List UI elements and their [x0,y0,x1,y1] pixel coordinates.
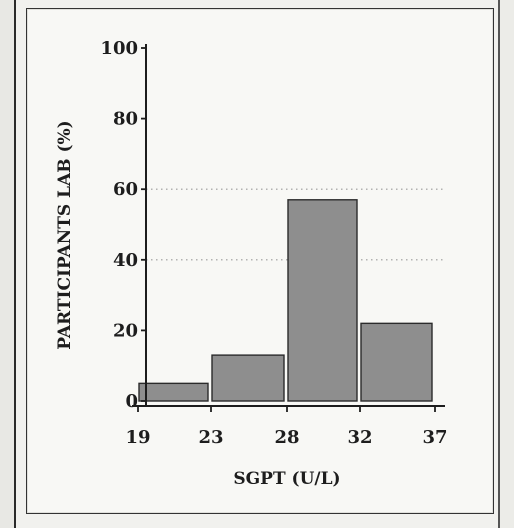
bar-28-32 [287,199,358,402]
y-axis-title: PARTICIPANTS LAB (%) [55,120,75,349]
bar-layer [138,199,433,402]
right-page-edge [498,0,514,528]
left-page-edge [0,0,16,528]
bar-19-23 [138,382,209,402]
y-tick-label-60: 60 [113,179,138,200]
y-tick-label-40: 40 [113,250,138,271]
x-tick-label-19: 19 [125,427,150,448]
x-tick-label-23: 23 [198,427,223,448]
x-tick-label-32: 32 [347,427,372,448]
y-tick-label-100: 100 [100,38,138,59]
y-tick-label-20: 20 [113,320,138,341]
x-tick-label-28: 28 [274,427,299,448]
y-tick-label-80: 80 [113,109,138,130]
figure-panel [26,8,494,514]
x-tick-layer: 19 23 28 32 37 [125,406,448,448]
axis-layer [132,44,445,407]
bar-32-37 [360,322,433,402]
y-tick-label-0: 0 [125,391,138,412]
y-tick-layer: 0 20 40 60 80 100 [100,38,146,412]
bar-23-28 [211,354,285,402]
x-axis-title: SGPT (U/L) [233,469,340,489]
x-tick-label-37: 37 [422,427,447,448]
